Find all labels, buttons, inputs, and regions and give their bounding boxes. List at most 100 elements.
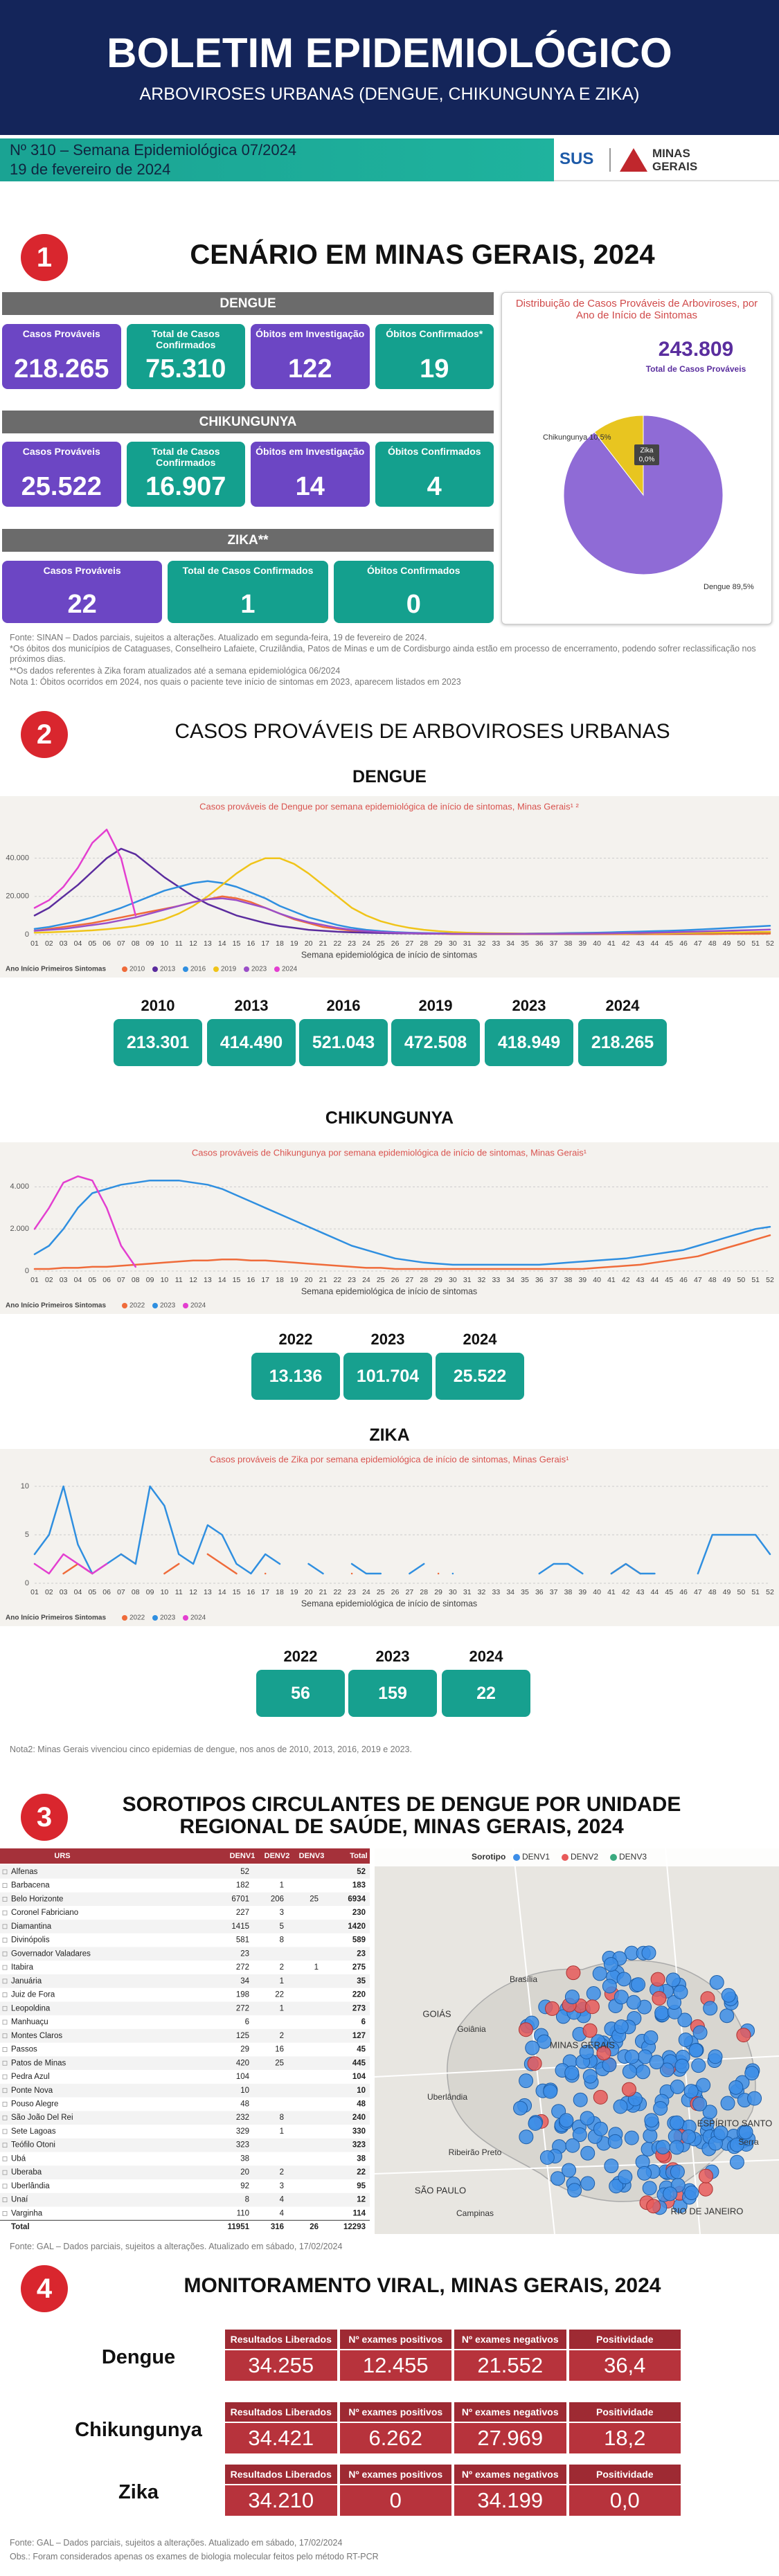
map-dot [582, 2023, 598, 2038]
x-tick-label: 31 [463, 1588, 472, 1596]
kpi-label: Óbitos em Investigação [256, 446, 365, 457]
year-total: 418.949 [485, 1019, 573, 1066]
x-tick-label: 49 [723, 939, 731, 948]
pie-total: 243.809 [658, 338, 734, 361]
header-subtitle: ARBOVIROSES URBANAS (DENGUE, CHIKUNGUNYA… [139, 84, 640, 104]
x-tick-label: 04 [74, 1276, 82, 1284]
map-dot [592, 1966, 607, 1981]
table-cell: 4 [280, 2196, 285, 2204]
map-legend-label: DENV2 [571, 1852, 598, 1862]
table-cell: 323 [236, 2141, 249, 2150]
x-tick-label: 11 [175, 1588, 183, 1596]
map-dot [673, 1984, 688, 1999]
x-tick-label: 41 [607, 939, 616, 948]
map-place: Brasília [510, 1974, 537, 1984]
kpi-value: 16.907 [145, 472, 226, 501]
x-tick-label: 21 [319, 1276, 328, 1284]
viral-header: Resultados Liberados [225, 2465, 337, 2484]
table-cell: Leopoldina [11, 2004, 51, 2012]
table-cell: 45 [357, 2046, 366, 2054]
table-header: DENV2 [265, 1852, 290, 1860]
x-tick-label: 36 [535, 939, 544, 948]
pie-total-label: Total de Casos Prováveis [645, 364, 746, 374]
x-axis-label: Semana epidemiológica de início de sinto… [301, 1286, 477, 1296]
x-tick-label: 38 [564, 1276, 573, 1284]
table-cell: 127 [352, 2032, 366, 2040]
nota2: Nota2: Minas Gerais vivenciou cinco epid… [10, 1745, 412, 1754]
map-dot [644, 2113, 659, 2128]
x-tick-label: 39 [578, 939, 587, 948]
row-icon [2, 2197, 8, 2203]
table-row-bg [0, 2056, 370, 2071]
footer-note: Fonte: GAL – Dados parciais, sujeitos a … [10, 2538, 343, 2548]
x-tick-label: 27 [406, 1276, 414, 1284]
map-dot [624, 2130, 639, 2145]
x-tick-label: 27 [406, 1588, 414, 1596]
x-tick-label: 43 [636, 1588, 645, 1596]
map-dot [738, 2125, 753, 2140]
table-header: URS [54, 1852, 70, 1860]
year-label: 2022 [283, 1648, 318, 1665]
map-place: ESPÍRITO SANTO [697, 2118, 773, 2128]
table-cell: 22 [275, 1991, 284, 1999]
row-icon [2, 2033, 8, 2039]
kpi-value: 22 [67, 590, 97, 619]
x-tick-label: 15 [233, 1276, 241, 1284]
legend-label: 2023 [251, 966, 267, 973]
legend-swatch [274, 966, 280, 972]
table-cell: Governador Valadares [11, 1949, 91, 1958]
table-cell: Barbacena [11, 1882, 50, 1890]
logo-area [554, 138, 779, 181]
series-line [33, 1179, 771, 1266]
legend-label: 2016 [190, 966, 206, 973]
legend-label: 2019 [221, 966, 237, 973]
table-row-bg [0, 2192, 370, 2207]
viral-value: 34.421 [225, 2423, 337, 2453]
map-dot [559, 2113, 574, 2128]
x-tick-label: 02 [45, 1588, 53, 1596]
row-icon [2, 2006, 8, 2011]
x-tick-label: 22 [333, 939, 341, 948]
series-line [33, 1175, 137, 1268]
viral-value: 34.199 [454, 2485, 566, 2516]
year-label: 2010 [141, 997, 175, 1014]
map-dot [702, 2105, 717, 2120]
year-total: 213.301 [114, 1019, 202, 1066]
table-row-bg [0, 1865, 370, 1879]
map-dot [721, 1988, 736, 2003]
chart-heading: CHIKUNGUNYA [325, 1108, 454, 1128]
y-tick-label: 0 [25, 1579, 29, 1587]
year-total: 22 [442, 1670, 530, 1717]
year-total: 472.508 [391, 1019, 480, 1066]
x-tick-label: 03 [60, 939, 68, 948]
table-cell: Montes Claros [11, 2032, 62, 2040]
x-tick-label: 43 [636, 939, 645, 948]
map-dot [728, 2080, 744, 2095]
x-tick-label: 03 [60, 1588, 68, 1596]
x-tick-label: 18 [276, 939, 284, 948]
legend-swatch [183, 966, 188, 972]
x-tick-label: 46 [679, 939, 688, 948]
virus-name: Chikungunya [75, 2419, 202, 2441]
viral-header: Nº exames positivos [339, 2330, 451, 2349]
row-icon [2, 2143, 8, 2148]
map-dot [698, 2181, 713, 2197]
logo-divider [609, 148, 611, 172]
viral-header: Nº exames positivos [339, 2465, 451, 2484]
legend-swatch [244, 966, 249, 972]
x-tick-label: 06 [102, 939, 111, 948]
x-tick-label: 51 [751, 1588, 760, 1596]
table-cell: 25 [275, 2059, 284, 2067]
map-place: Uberlândia [427, 2092, 467, 2102]
table-row-bg [0, 2138, 370, 2152]
x-tick-label: 37 [550, 1276, 558, 1284]
table-cell: 330 [352, 2127, 366, 2136]
x-tick-label: 01 [30, 1588, 39, 1596]
map-dot [643, 2030, 659, 2045]
x-tick-label: 14 [218, 1588, 226, 1596]
map-legend-title: Sorotipo [472, 1852, 505, 1862]
road [375, 2159, 779, 2174]
table-cell: 48 [357, 2100, 366, 2108]
block-header: ZIKA** [2, 529, 494, 552]
table-cell: 92 [240, 2182, 249, 2190]
